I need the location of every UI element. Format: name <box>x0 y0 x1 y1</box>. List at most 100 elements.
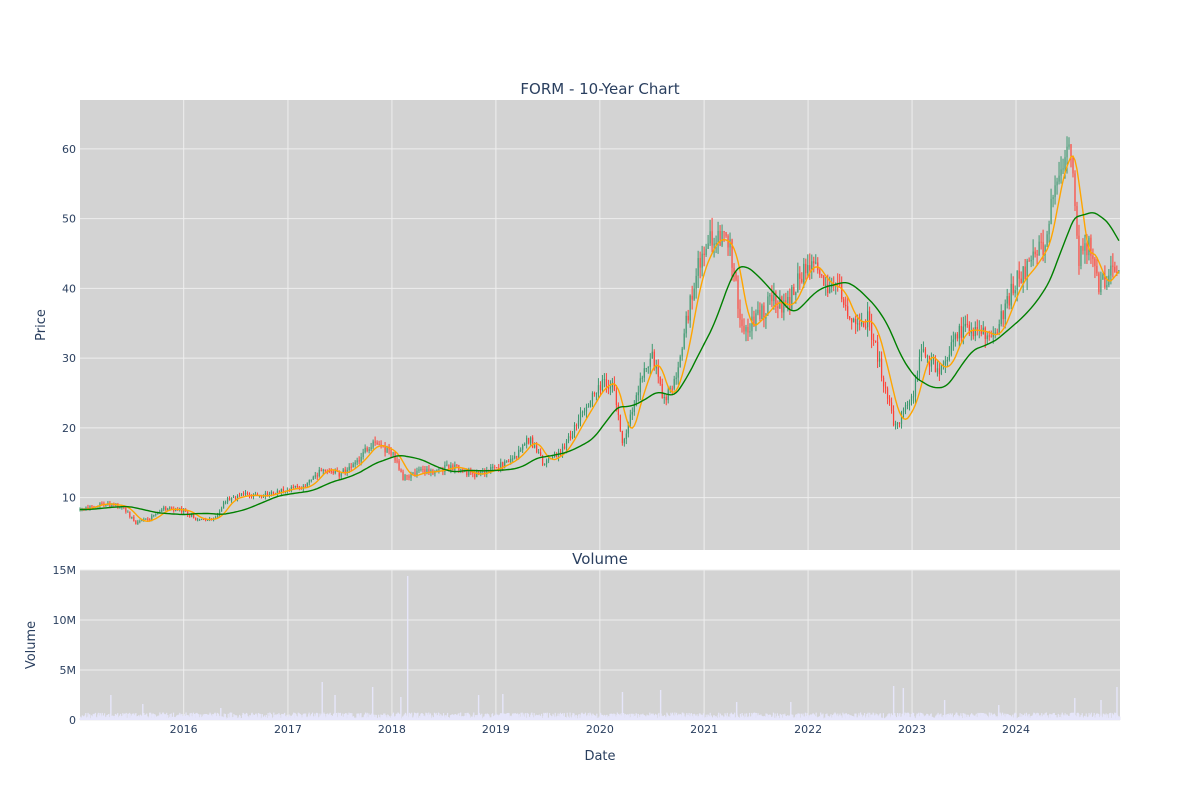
price-candle-body <box>201 519 203 521</box>
volume-bar <box>170 713 172 720</box>
price-candle-body <box>898 422 901 424</box>
volume-bar <box>1083 715 1086 720</box>
volume-bar <box>107 714 110 720</box>
volume-bar <box>458 715 460 720</box>
price-candle-body <box>310 479 312 481</box>
price-candle-body <box>623 438 625 444</box>
price-candle-body <box>1042 241 1044 255</box>
price-candle-body <box>593 393 596 395</box>
price-candle-body <box>825 284 827 286</box>
volume-bar <box>1005 714 1008 720</box>
volume-spike-bar <box>1074 698 1076 720</box>
volume-bar <box>760 715 763 720</box>
price-candle-body <box>532 437 534 448</box>
price-candle-body <box>878 358 881 362</box>
price-candle-body <box>350 466 352 468</box>
price-candle-body <box>926 355 929 357</box>
price-candle-body <box>757 309 759 314</box>
price-candle-body <box>216 514 219 518</box>
volume-bar <box>1060 714 1062 720</box>
price-candle-body <box>703 253 705 255</box>
price-candle-body <box>607 386 610 389</box>
price-candle-body <box>661 384 663 398</box>
price-candle-body <box>976 327 978 331</box>
price-candle-body <box>1032 251 1034 260</box>
volume-bar <box>279 715 281 720</box>
price-candle-body <box>1052 197 1054 199</box>
volume-y-tick-label: 5M <box>60 664 77 677</box>
volume-bar <box>638 715 640 720</box>
volume-bar <box>289 716 291 720</box>
volume-y-tick-label: 10M <box>53 614 77 627</box>
volume-bar <box>169 714 171 720</box>
price-candle-body <box>613 382 615 391</box>
price-candle-body <box>1096 265 1098 274</box>
price-candle-body <box>1004 303 1006 320</box>
volume-bar <box>699 713 701 720</box>
price-candle-body <box>356 460 358 463</box>
volume-spike-bar <box>406 576 409 720</box>
volume-bar <box>311 712 314 720</box>
volume-bar <box>863 713 866 720</box>
volume-bar <box>951 713 953 720</box>
price-candle-body <box>807 265 809 274</box>
price-candle-body <box>167 508 169 511</box>
price-candle-body <box>119 507 121 509</box>
price-y-tick-label: 60 <box>62 143 76 156</box>
price-candle-body <box>990 335 992 337</box>
price-candle-body <box>412 472 414 474</box>
volume-bar <box>546 712 548 720</box>
volume-bar <box>882 713 884 720</box>
price-candle-body <box>1000 311 1002 325</box>
price-candle-body <box>579 412 582 421</box>
volume-bar <box>491 713 494 720</box>
volume-bar <box>122 714 124 720</box>
price-candle-body <box>563 446 566 449</box>
volume-bar <box>729 713 731 720</box>
price-candle-body <box>639 378 641 393</box>
volume-bar <box>346 713 348 720</box>
volume-bar <box>1049 713 1051 720</box>
price-candle-body <box>1010 283 1012 306</box>
volume-bar <box>1112 714 1114 720</box>
price-candle-body <box>272 491 275 494</box>
price-candle-body <box>430 470 432 473</box>
volume-bar <box>774 713 776 720</box>
price-candle-body <box>85 507 87 509</box>
volume-bar <box>404 712 407 720</box>
price-candle-body <box>384 445 386 453</box>
price-candle-body <box>829 287 831 293</box>
price-y-axis-label: Price <box>34 309 49 341</box>
price-candle-body <box>721 231 723 246</box>
price-candle-body <box>859 323 861 325</box>
volume-bar <box>1041 716 1043 720</box>
volume-bar <box>368 713 370 720</box>
price-candle-body <box>502 462 504 468</box>
volume-bar <box>117 713 119 720</box>
price-candle-body <box>641 377 643 379</box>
volume-bar <box>821 714 823 720</box>
price-candle-body <box>300 488 302 490</box>
price-candle-body <box>346 469 348 474</box>
price-candle-body <box>845 304 847 307</box>
price-candle-body <box>968 324 970 334</box>
volume-bar <box>802 713 804 720</box>
price-candle-body <box>111 503 113 507</box>
price-candle-body <box>1058 175 1060 182</box>
price-candle-body <box>89 505 91 509</box>
price-candle-body <box>697 258 699 276</box>
price-candle-body <box>771 295 773 302</box>
price-candle-body <box>689 295 691 321</box>
price-candle-body <box>575 424 578 426</box>
volume-bar <box>481 713 483 720</box>
price-candle-body <box>1022 266 1024 283</box>
price-candle-body <box>358 460 360 462</box>
volume-spike-bar <box>790 702 792 720</box>
price-candle-body <box>147 518 149 520</box>
volume-bar <box>960 715 963 720</box>
price-candle-body <box>793 286 795 295</box>
price-candle-body <box>896 422 899 424</box>
price-candle-body <box>266 493 269 497</box>
volume-bar <box>179 712 181 720</box>
price-candle-body <box>1118 270 1120 272</box>
